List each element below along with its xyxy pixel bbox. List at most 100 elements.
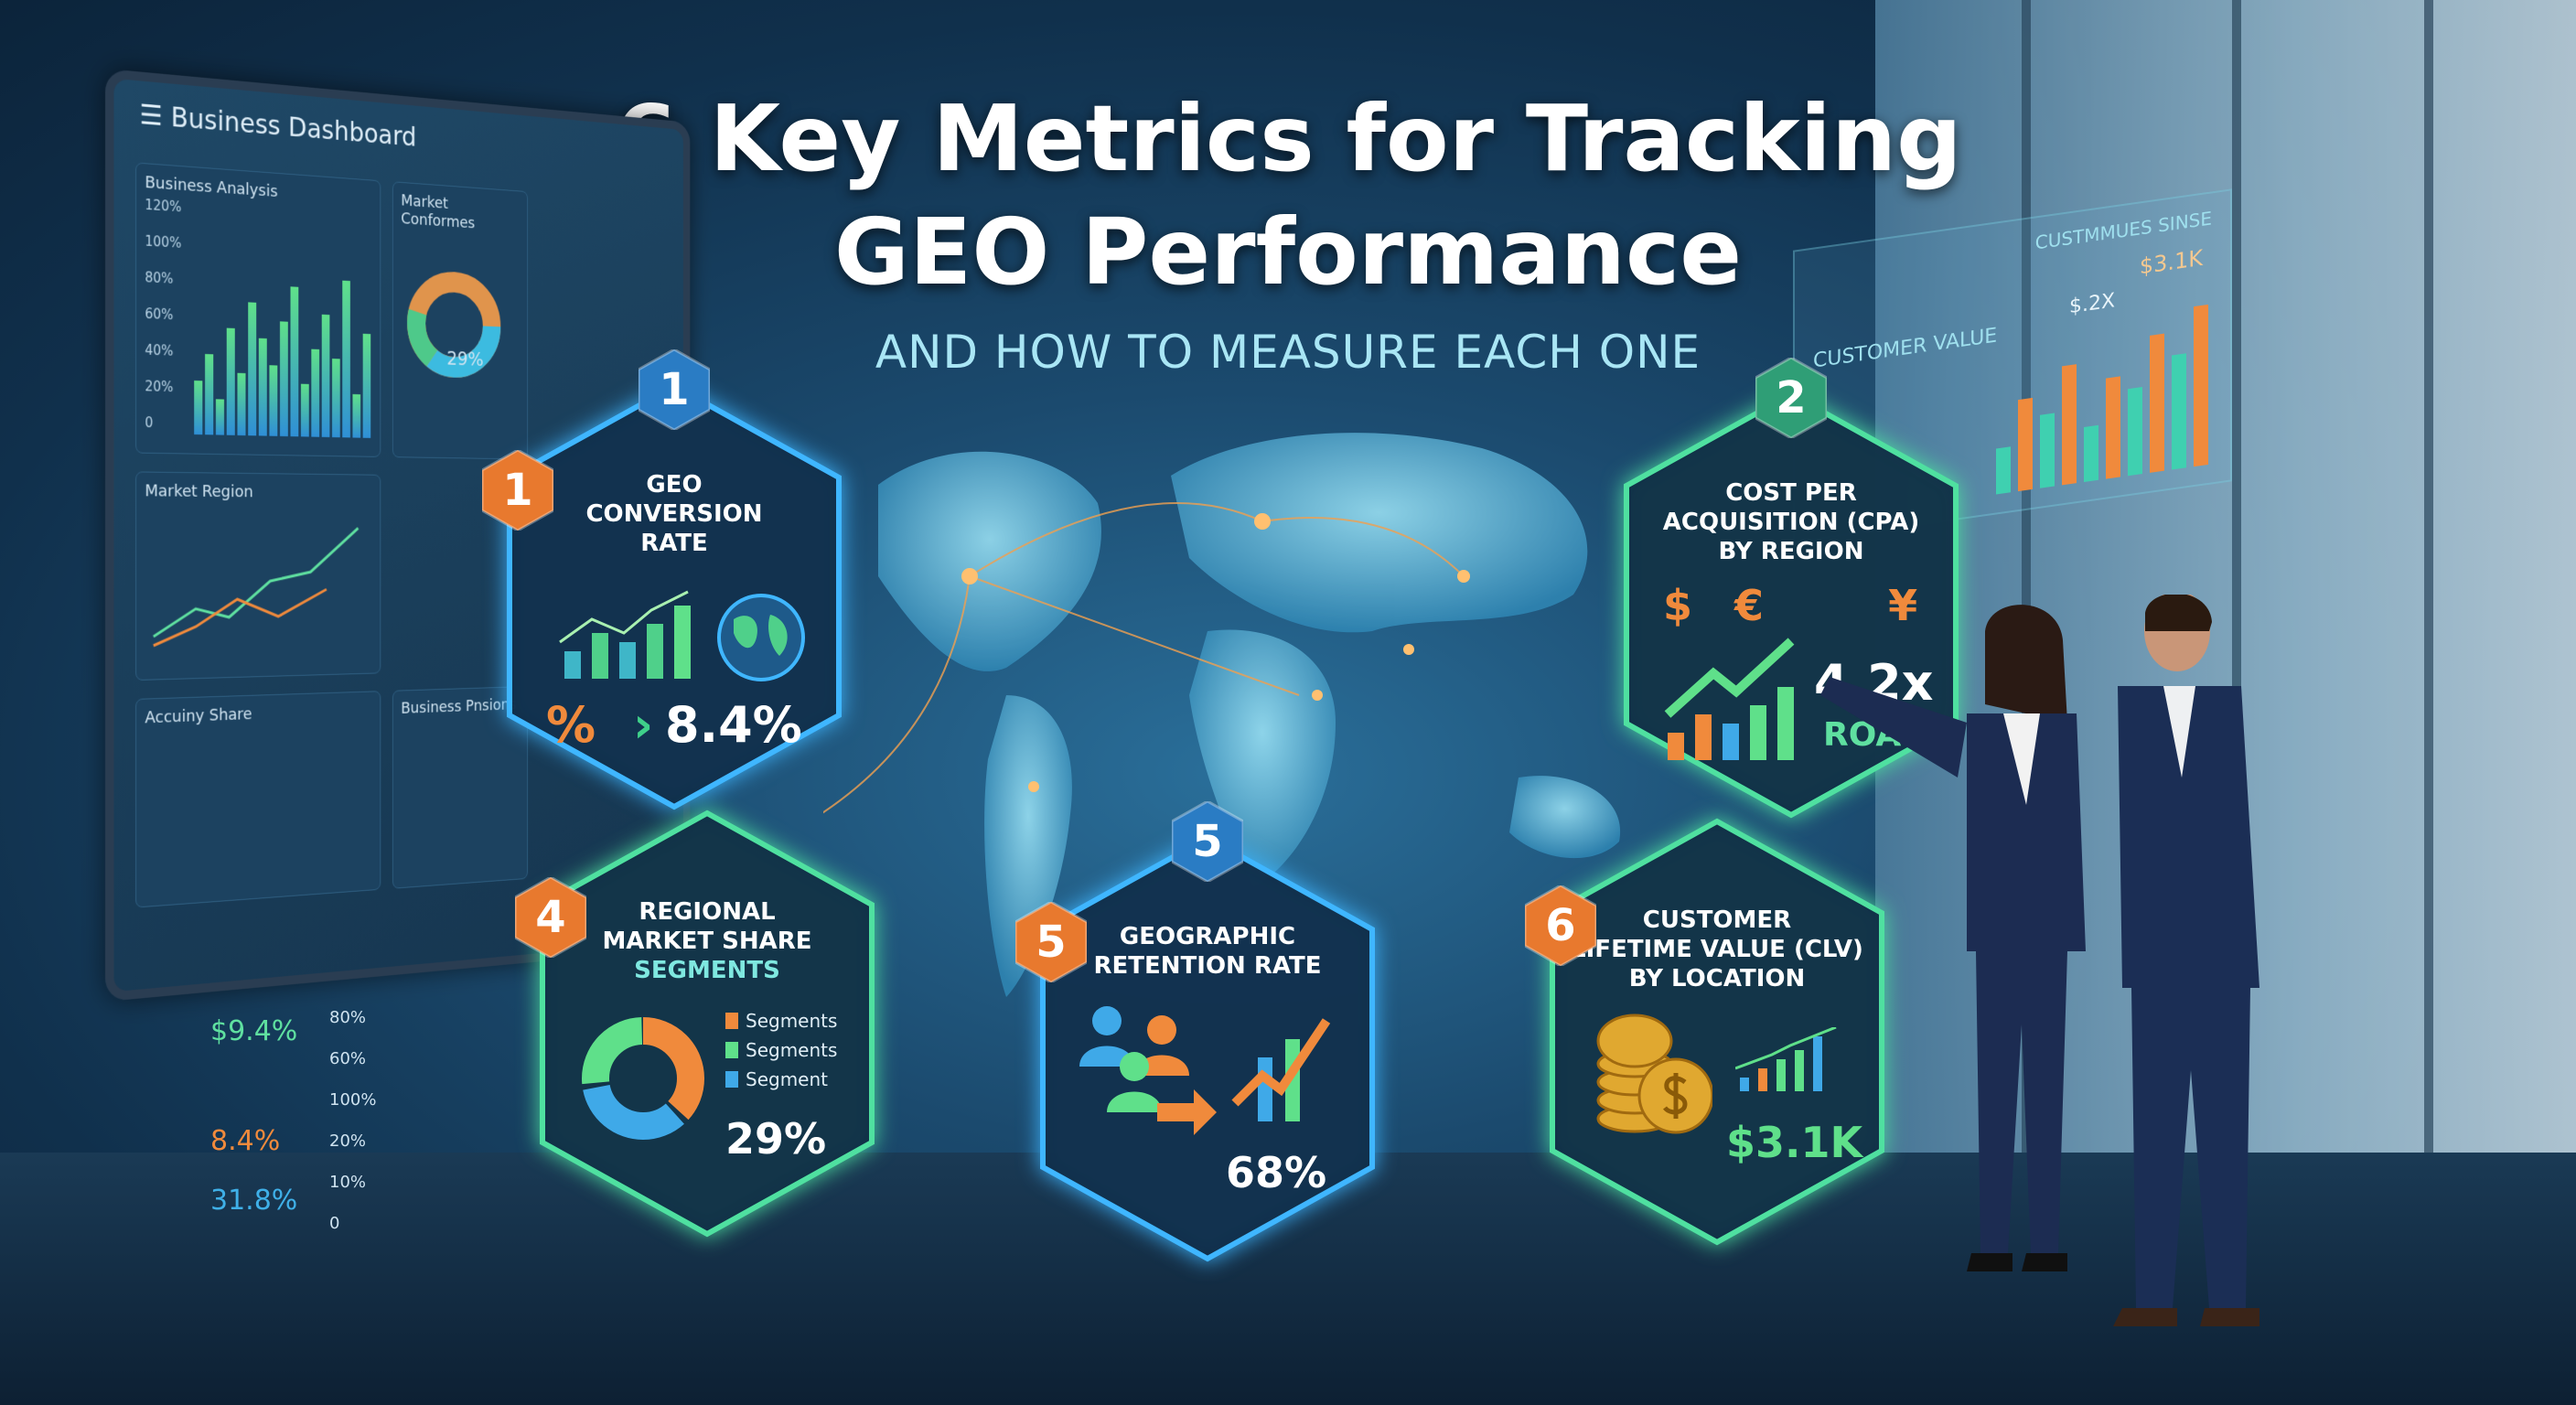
metric-title: GEO CONVERSION RATE — [519, 470, 830, 558]
metric-side-badge: 1 — [482, 450, 553, 531]
metric-title-line: GEOGRAPHIC — [1052, 922, 1363, 951]
bar-chart-icon — [551, 587, 697, 688]
growth-chart-icon — [1663, 632, 1800, 769]
dash-card-analysis: Business Analysis 120% 100% 80% 60% 40% … — [135, 162, 381, 456]
metric-title-line: CONVERSION — [519, 499, 830, 529]
retention-users-icon — [1075, 1003, 1340, 1140]
panel-bar — [2062, 364, 2077, 485]
metric-number-badge: 1 — [639, 349, 710, 430]
panel-bar — [2106, 376, 2120, 478]
dashboard-bar — [194, 381, 202, 434]
chevron-right-icon: › — [633, 697, 653, 754]
metric-side-badge: 4 — [515, 877, 586, 958]
axis-tick: 20% — [329, 1121, 376, 1162]
metric-title: REGIONAL MARKET SHARE SEGMENTS — [552, 897, 863, 985]
axis-tick: 60% — [329, 1038, 376, 1079]
legend-label: Segments — [746, 1039, 837, 1061]
dashboard-bar — [248, 302, 256, 435]
badge-number: 2 — [1776, 372, 1806, 424]
badge-number: 1 — [659, 364, 689, 415]
metric-title-line: COST PER — [1636, 478, 1947, 508]
card-title: Market Region — [145, 481, 371, 502]
axis-tick: 80% — [329, 997, 376, 1038]
card-title: Business Pnsions — [401, 695, 520, 717]
y-tick: 20% — [145, 379, 173, 394]
metric-title-line: ACQUISITION (CPA) — [1636, 508, 1947, 537]
legend-item: Segment — [725, 1068, 837, 1090]
floor-value: $9.4% — [210, 1015, 412, 1047]
dash-card-share: Accuiny Share — [135, 691, 381, 907]
donut-label: 29% — [446, 349, 483, 371]
badge-number: 4 — [535, 892, 565, 943]
dashboard-bar — [311, 349, 319, 437]
metric-title-line: RATE — [519, 529, 830, 558]
businessman — [2113, 595, 2259, 1326]
dashboard-bar — [332, 359, 340, 437]
legend-label: Segments — [746, 1010, 837, 1032]
floor-value: 31.8% — [210, 1185, 412, 1217]
y-tick: 0 — [145, 415, 153, 430]
metric-number-badge: 2 — [1755, 358, 1827, 438]
panel-label-b: $3.1K — [2140, 245, 2203, 280]
metric-value: 8.4% — [665, 697, 802, 754]
dashboard-bar — [216, 399, 224, 434]
businesswoman — [1820, 605, 2086, 1271]
euro-icon: € — [1734, 581, 1764, 630]
percent-icon: % — [546, 697, 596, 754]
floor-axis-ticks: 80% 60% 100% 20% 10% 0 — [329, 997, 376, 1244]
legend-item: Segments — [725, 1010, 837, 1032]
y-tick: 120% — [145, 198, 181, 214]
badge-number: 1 — [502, 465, 532, 516]
badge-number: 6 — [1545, 900, 1575, 951]
y-tick: 80% — [145, 270, 173, 285]
dashboard-bar — [280, 321, 288, 436]
dash-card-market: Market Conformes 29% — [392, 181, 528, 459]
metric-card-4[interactable]: GEOGRAPHIC RETENTION RATE 5 5 68% — [1043, 838, 1372, 1259]
metric-title-line: RETENTION RATE — [1052, 951, 1363, 981]
card-title: Accuiny Share — [145, 701, 371, 727]
dashboard-bar — [322, 315, 330, 437]
metric-number-badge: 5 — [1172, 801, 1243, 882]
card-title: Market Conformes — [401, 191, 520, 235]
dashboard-bar — [259, 338, 267, 436]
dashboard-bar — [352, 394, 360, 438]
axis-tick: 100% — [329, 1079, 376, 1121]
dashboard-bar — [205, 354, 213, 434]
metric-title-line: BY REGION — [1636, 537, 1947, 566]
metric-card-3[interactable]: REGIONAL MARKET SHARE SEGMENTS 4 Segments S… — [542, 813, 872, 1234]
badge-number: 5 — [1192, 816, 1222, 867]
business-people-illustration — [1793, 595, 2305, 1372]
metric-title: COST PER ACQUISITION (CPA) BY REGION — [1636, 478, 1947, 566]
axis-tick: 0 — [329, 1203, 376, 1244]
metric-subtitle: SEGMENTS — [552, 956, 863, 985]
metric-value: 68% — [1226, 1144, 1326, 1201]
dashboard-bar — [227, 328, 235, 435]
y-tick: 60% — [145, 306, 173, 322]
menu-icon[interactable]: ☰ — [140, 99, 163, 133]
dashboard-bar — [363, 334, 371, 438]
metric-title-line: GEO — [519, 470, 830, 499]
floor-metrics-panel: $9.4% 8.4% 31.8% — [210, 1015, 412, 1217]
panel-bar — [2194, 305, 2208, 467]
line-chart — [145, 500, 366, 655]
metric-value: 29% — [725, 1110, 826, 1167]
dashboard-bar-chart: 120% 100% 80% 60% 40% 20% 0 — [145, 198, 371, 446]
panel-bar — [2018, 398, 2033, 491]
dashboard-title: ☰ Business Dashboard — [140, 99, 416, 153]
dashboard-bar — [291, 286, 299, 436]
panel-bar — [2084, 425, 2098, 482]
panel-bar — [2128, 387, 2142, 476]
panel-bar-chart — [1996, 297, 2225, 494]
badge-number: 5 — [1036, 917, 1066, 968]
floor-value: 8.4% — [210, 1125, 412, 1157]
legend-label: Segment — [746, 1068, 828, 1090]
dashboard-bar — [237, 373, 245, 435]
dollar-icon: $ — [1663, 581, 1692, 630]
metric-side-badge: 6 — [1525, 885, 1596, 966]
dashboard-bar — [301, 384, 309, 437]
metric-title: GEOGRAPHIC RETENTION RATE — [1052, 922, 1363, 981]
dashboard-title-text: Business Dashboard — [171, 102, 416, 153]
y-tick: 100% — [145, 234, 181, 251]
dashboard-bar — [269, 365, 277, 436]
metric-card-1[interactable]: GEO CONVERSION RATE 1 1 % › 8.4% — [510, 386, 839, 807]
